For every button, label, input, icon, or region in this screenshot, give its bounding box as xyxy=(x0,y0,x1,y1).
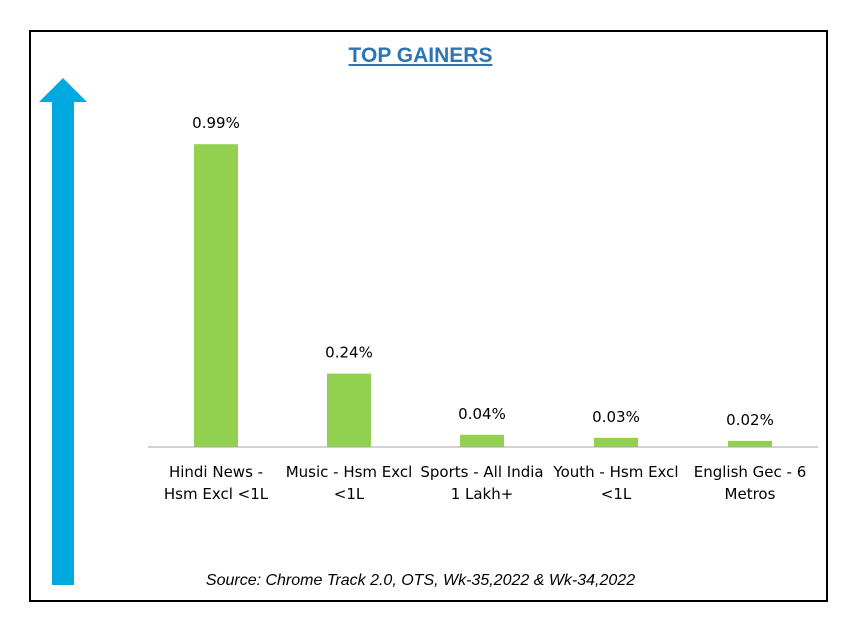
source-note: Source: Chrome Track 2.0, OTS, Wk-35,202… xyxy=(205,572,636,589)
category-label-1-line-1: Hindi News - xyxy=(169,463,263,481)
category-label-3-line-2: 1 Lakh+ xyxy=(451,485,514,503)
bar-5 xyxy=(728,440,772,447)
data-label-4: 0.03% xyxy=(592,408,640,426)
up-arrow-icon xyxy=(39,78,87,585)
category-label-1-line-2: Hsm Excl <1L xyxy=(164,485,269,503)
category-label-4-line-1: Youth - Hsm Excl xyxy=(552,463,678,481)
category-label-2-line-1: Music - Hsm Excl xyxy=(286,463,413,481)
bar-3 xyxy=(460,434,504,447)
category-label-5-line-2: Metros xyxy=(725,485,776,503)
bar-1 xyxy=(194,144,238,447)
data-label-3: 0.04% xyxy=(458,405,506,423)
bar-2 xyxy=(327,373,371,447)
category-label-5-line-1: English Gec - 6 xyxy=(694,463,807,481)
chart-frame xyxy=(29,30,828,602)
data-label-2: 0.24% xyxy=(325,344,373,362)
category-label-4-line-2: <1L xyxy=(601,485,632,503)
data-label-5: 0.02% xyxy=(726,411,774,429)
chart-title: TOP GAINERS xyxy=(348,44,493,67)
bar-4 xyxy=(594,437,638,447)
category-label-3-line-1: Sports - All India xyxy=(420,463,543,481)
bars xyxy=(194,144,772,447)
category-label-2-line-2: <1L xyxy=(334,485,365,503)
data-label-1: 0.99% xyxy=(192,114,240,132)
